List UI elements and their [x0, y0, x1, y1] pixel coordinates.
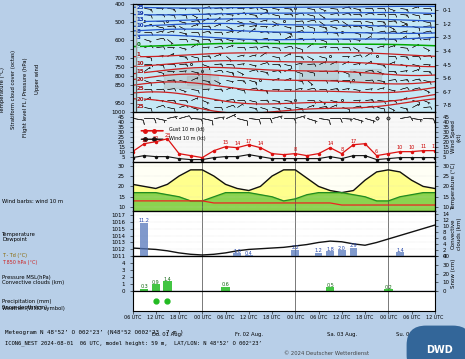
- Text: Weather (WMO symbol): Weather (WMO symbol): [2, 306, 65, 311]
- Text: 20: 20: [136, 77, 144, 82]
- Bar: [396, 252, 404, 256]
- Text: 2.0: 2.0: [338, 246, 345, 251]
- Text: 2.2: 2.2: [292, 245, 299, 250]
- Text: 11: 11: [432, 144, 438, 149]
- Text: 11.2: 11.2: [139, 218, 150, 223]
- Text: Sa. 03 Aug.: Sa. 03 Aug.: [327, 332, 357, 337]
- Text: Gust 10 m (kt): Gust 10 m (kt): [169, 127, 205, 132]
- Text: 20: 20: [153, 136, 159, 140]
- Bar: [221, 286, 230, 291]
- Text: 11: 11: [420, 144, 426, 149]
- Bar: [136, 98, 137, 112]
- Text: 18: 18: [141, 137, 147, 143]
- Text: 13: 13: [136, 17, 144, 22]
- Text: 1.4: 1.4: [396, 248, 404, 253]
- Text: 0: 0: [136, 42, 140, 47]
- Text: 25: 25: [136, 86, 144, 91]
- Bar: [245, 255, 252, 256]
- Text: 20: 20: [136, 97, 144, 102]
- Y-axis label: Snow (cm): Snow (cm): [451, 259, 456, 288]
- Text: 1.0: 1.0: [233, 249, 241, 254]
- Y-axis label: Convective
clouds (km): Convective clouds (km): [451, 218, 462, 250]
- Bar: [315, 253, 322, 256]
- Text: 8: 8: [294, 148, 297, 153]
- Text: 10: 10: [408, 145, 415, 150]
- Text: 8: 8: [136, 29, 140, 34]
- Text: 0.6: 0.6: [222, 282, 229, 287]
- Text: 14: 14: [234, 141, 240, 146]
- Text: 1.2: 1.2: [315, 248, 322, 253]
- Text: Su. 04 Aug.: Su. 04 Aug.: [396, 332, 427, 337]
- Bar: [136, 71, 137, 85]
- Bar: [136, 44, 137, 58]
- Bar: [136, 17, 137, 31]
- Text: T 850 hPa (°C): T 850 hPa (°C): [2, 260, 38, 265]
- Bar: [384, 289, 392, 291]
- Text: 10: 10: [136, 23, 144, 28]
- Text: 0.3: 0.3: [140, 284, 148, 289]
- Text: 0.5: 0.5: [326, 283, 334, 288]
- Text: 15: 15: [136, 69, 144, 74]
- Text: Flight level FL / Pressure (hPa): Flight level FL / Pressure (hPa): [23, 57, 28, 137]
- Text: Precipitation (mm)
Snow depth (cm): Precipitation (mm) Snow depth (cm): [2, 299, 52, 310]
- Y-axis label: Wind Speed
(kt): Wind Speed (kt): [451, 120, 462, 153]
- Text: 25: 25: [136, 5, 144, 10]
- Bar: [136, 31, 137, 44]
- Text: 0.9: 0.9: [152, 280, 159, 285]
- Text: 14: 14: [327, 141, 333, 146]
- Text: Pressure MSL(hPa)
Convective clouds (km): Pressure MSL(hPa) Convective clouds (km): [2, 275, 65, 285]
- Text: Meteogram N 48°52’ O 002°23’ (N48°52 O002°23  7 m ): Meteogram N 48°52’ O 002°23’ (N48°52 O00…: [5, 330, 183, 335]
- Text: Temperature (°C): Temperature (°C): [0, 67, 5, 113]
- Bar: [292, 250, 299, 256]
- Text: 8: 8: [340, 148, 343, 153]
- Bar: [163, 281, 172, 291]
- Text: 23: 23: [164, 132, 171, 137]
- Bar: [136, 4, 137, 17]
- Bar: [233, 253, 241, 256]
- Text: 10: 10: [136, 61, 144, 66]
- Bar: [136, 58, 137, 71]
- Text: 0.4: 0.4: [245, 251, 252, 256]
- Bar: [136, 85, 137, 98]
- Text: 1.4: 1.4: [164, 276, 171, 281]
- Text: © 2024 Deutscher Wetterdienst: © 2024 Deutscher Wetterdienst: [284, 351, 369, 356]
- Text: 2.9: 2.9: [350, 243, 357, 248]
- Text: ICON6_NEST 2024-08-01  06 UTC, model height: 59 m,  LAT/LON: N 48°52’ O 002°23’: ICON6_NEST 2024-08-01 06 UTC, model heig…: [5, 340, 261, 346]
- Text: Wind barbs: wind 10 m: Wind barbs: wind 10 m: [2, 199, 63, 204]
- Text: 14: 14: [257, 141, 264, 146]
- Text: 17: 17: [246, 139, 252, 144]
- Text: 15: 15: [222, 140, 229, 145]
- Text: Do. 01 Aug.: Do. 01 Aug.: [152, 332, 183, 337]
- Text: 6: 6: [375, 149, 378, 154]
- Text: 1.8: 1.8: [326, 247, 334, 252]
- Y-axis label: Temperature (°C): Temperature (°C): [451, 163, 456, 210]
- Text: DWD: DWD: [426, 345, 453, 355]
- Text: Wind 10 m (kt): Wind 10 m (kt): [169, 136, 206, 141]
- Bar: [140, 289, 148, 291]
- Text: Stratiform cloud cover (octas): Stratiform cloud cover (octas): [12, 50, 16, 129]
- Text: 17: 17: [350, 139, 357, 144]
- Text: Upper wind: Upper wind: [35, 64, 40, 94]
- Text: Fr. 02 Aug.: Fr. 02 Aug.: [235, 332, 263, 337]
- Text: T - Td (°C): T - Td (°C): [2, 253, 27, 258]
- Bar: [350, 248, 357, 256]
- Bar: [152, 284, 160, 291]
- Bar: [140, 223, 148, 256]
- Text: 1: 1: [136, 52, 140, 57]
- Text: 3: 3: [136, 36, 140, 41]
- Text: Temperature
Dewpoint: Temperature Dewpoint: [2, 232, 36, 242]
- Bar: [326, 251, 334, 256]
- Bar: [326, 287, 334, 291]
- Bar: [338, 250, 345, 256]
- Text: 19: 19: [136, 11, 144, 16]
- Text: 25: 25: [136, 104, 144, 109]
- Text: 10: 10: [397, 145, 403, 150]
- Text: 0.2: 0.2: [385, 285, 392, 290]
